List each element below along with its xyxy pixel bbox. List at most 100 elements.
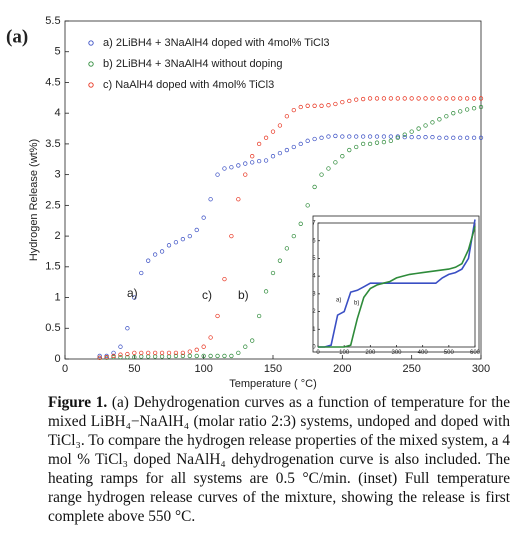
data-point [166,243,172,248]
data-point [180,350,186,356]
data-line [318,219,476,348]
legend-label: c) NaAlH4 doped with 4mol% TiCl3 [103,79,274,91]
curve-annotation: a) [336,298,341,304]
data-point [194,353,199,359]
data-point [471,106,477,111]
curve-annotation: a) [127,286,138,300]
data-point [319,103,324,108]
data-point [277,123,283,128]
x-axis-label: Temperature ( °C) [229,378,317,390]
data-point [222,353,227,359]
caption: Figure 1. (a) Dehydrogenation curves as … [48,393,510,526]
data-point [305,138,310,143]
data-point [451,111,456,116]
data-point [354,134,359,139]
data-point [243,344,248,349]
data-point [152,252,158,257]
x-tick-label: 500 [444,350,455,356]
data-point [340,99,345,105]
data-point [97,353,102,359]
data-point [326,103,331,108]
data-point [444,96,449,101]
data-point [458,109,463,114]
data-point [173,353,179,359]
data-point [139,350,144,356]
data-point [464,107,470,112]
data-point [347,98,352,104]
data-point [187,349,192,354]
data-point [146,350,151,356]
data-point [97,355,102,360]
data-point [215,353,220,359]
y-tick-label: 7 [312,221,316,227]
data-point [444,135,449,140]
data-point [118,352,123,357]
data-point [360,141,366,147]
data-point [367,134,373,139]
data-point [222,276,227,282]
y-tick-label: 1 [54,291,60,303]
data-point [478,135,484,140]
data-point [104,355,109,360]
data-point [312,103,317,108]
data-point [291,233,296,239]
data-point [395,135,400,140]
data-point [381,134,387,139]
curve-annotation: c) [202,288,212,302]
x-tick-label: 250 [402,363,420,375]
data-point [111,355,116,360]
data-point [180,353,186,359]
data-point [111,353,116,359]
data-point [381,96,387,101]
data-point [250,338,255,343]
data-point [402,134,407,140]
y-tick-label: 2.5 [45,199,60,211]
data-point [208,353,213,359]
data-point [354,144,359,150]
data-point [194,347,199,352]
data-point [208,335,213,340]
data-point [298,141,303,147]
data-point [270,270,276,276]
data-point [263,289,269,294]
data-point [416,134,421,140]
data-point [222,166,227,171]
data-point [395,96,400,101]
y-tick-label: 0 [54,353,60,365]
y-tick-label: 4 [312,274,316,280]
data-point [458,96,463,101]
data-point [291,144,296,150]
data-point [291,107,296,113]
y-tick-label: 0 [312,345,316,351]
data-point [152,350,158,356]
data-point [256,141,262,147]
data-point [444,114,449,119]
data-point [347,134,352,139]
data-point [333,101,338,107]
data-point [381,139,387,145]
data-point [367,141,373,147]
data-point [146,258,151,263]
data-point [284,246,290,251]
data-point [464,96,470,101]
data-point [263,135,269,140]
data-point [256,313,262,319]
caption-label: Figure 1. [48,394,108,411]
x-tick-label: 400 [418,350,429,356]
data-point [478,104,484,110]
data-point [423,96,428,101]
data-point [132,350,137,356]
x-tick-label: 100 [194,363,212,375]
data-point [118,355,123,360]
y-tick-label: 3 [54,169,60,181]
y-tick-label: 3 [312,291,316,297]
data-point [243,172,248,177]
data-point [256,158,262,164]
y-tick-label: 4 [54,107,60,119]
data-point [229,165,234,170]
data-point [284,147,290,153]
data-point [471,96,477,101]
y-tick-label: 1.5 [45,261,60,273]
y-tick-label: 2 [312,309,316,315]
